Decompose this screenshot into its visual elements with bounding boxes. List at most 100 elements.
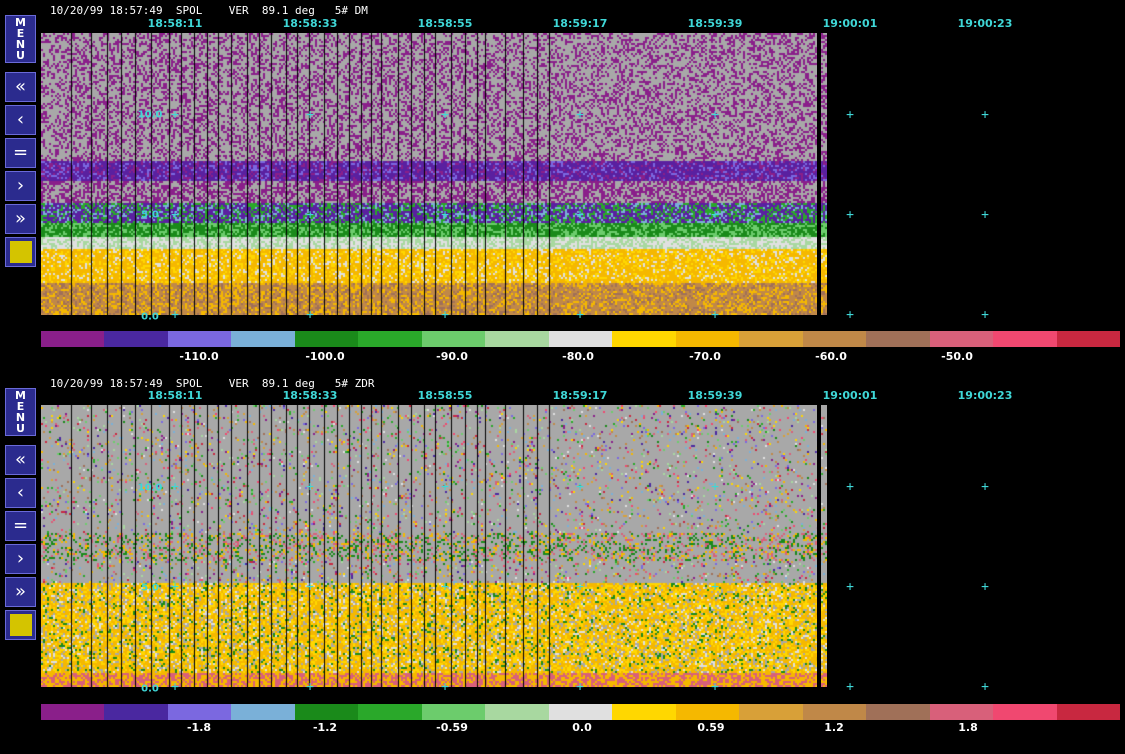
color-scale-cell <box>675 331 740 347</box>
time-label: 18:58:33 <box>282 389 338 402</box>
color-scale-cell <box>612 331 676 347</box>
color-scale-cell <box>739 704 803 720</box>
pause-button[interactable]: = <box>5 511 36 541</box>
color-scale-cell <box>167 704 232 720</box>
grid-cross-marker: + <box>171 479 179 495</box>
color-scale-cell <box>866 704 930 720</box>
grid-cross-marker: + <box>711 479 719 495</box>
color-scale-cell <box>675 704 740 720</box>
menu-letter: U <box>16 49 25 62</box>
color-scale-cell <box>358 704 422 720</box>
radar-plot[interactable] <box>41 33 827 315</box>
double-chevron-left-icon: « <box>14 76 26 97</box>
yellow-square-icon <box>9 241 32 263</box>
double-chevron-right-icon: » <box>14 581 26 602</box>
color-swatch-button[interactable] <box>5 610 36 640</box>
grid-cross-marker: + <box>711 207 719 223</box>
step-back-button[interactable]: ‹ <box>5 478 36 508</box>
radar-plot[interactable] <box>41 405 827 687</box>
color-scale-cell <box>167 331 232 347</box>
altitude-label: 5.0 <box>141 582 159 594</box>
grid-cross-marker: + <box>711 307 719 323</box>
grid-cross-marker: + <box>171 107 179 123</box>
grid-cross-marker: + <box>306 307 314 323</box>
grid-cross-marker: + <box>576 207 584 223</box>
scale-label: -90.0 <box>436 350 468 363</box>
color-scale-cell <box>358 331 422 347</box>
scale-label: 0.0 <box>572 721 592 734</box>
rewind-fast-button[interactable]: « <box>5 72 36 102</box>
grid-cross-marker: + <box>441 579 449 595</box>
pause-icon: = <box>12 142 29 163</box>
grid-cross-marker: + <box>171 307 179 323</box>
time-cursor[interactable] <box>817 33 821 315</box>
panel-header: 10/20/99 18:57:49 SPOL VER 89.1 deg 5# D… <box>50 4 368 17</box>
color-scale-cell <box>1056 331 1120 347</box>
grid-cross-marker: + <box>981 479 989 495</box>
forward-fast-button[interactable]: » <box>5 577 36 607</box>
grid-cross-marker: + <box>576 579 584 595</box>
time-label: 18:58:33 <box>282 17 338 30</box>
scale-label: -0.59 <box>436 721 468 734</box>
color-scale-cell <box>993 704 1057 720</box>
rewind-fast-button[interactable]: « <box>5 445 36 475</box>
time-cursor[interactable] <box>817 405 821 687</box>
grid-cross-marker: + <box>981 107 989 123</box>
color-scale-cell <box>739 331 803 347</box>
scale-label: -1.2 <box>312 721 338 734</box>
menu-letter: M <box>15 389 26 402</box>
forward-fast-button[interactable]: » <box>5 204 36 234</box>
scale-label: -100.0 <box>305 350 345 363</box>
altitude-label: 0.0 <box>141 311 159 323</box>
step-forward-button[interactable]: › <box>5 171 36 201</box>
pause-button[interactable]: = <box>5 138 36 168</box>
dm-panel: M E N U « ‹ = › » 10/20/99 18:57:49 SPOL… <box>5 4 1120 363</box>
grid-cross-marker: + <box>441 307 449 323</box>
grid-cross-marker: + <box>306 579 314 595</box>
grid-cross-marker: + <box>846 307 854 323</box>
time-label: 18:58:11 <box>147 17 203 30</box>
menu-button[interactable]: M E N U <box>5 388 36 436</box>
time-label: 19:00:23 <box>957 389 1013 402</box>
time-label: 18:59:17 <box>552 389 608 402</box>
grid-cross-marker: + <box>576 479 584 495</box>
color-swatch-button[interactable] <box>5 237 36 267</box>
scale-label: -110.0 <box>179 350 219 363</box>
grid-cross-marker: + <box>846 579 854 595</box>
menu-letter: E <box>16 400 25 413</box>
time-label: 18:58:55 <box>417 389 473 402</box>
chevron-right-icon: › <box>16 548 25 569</box>
grid-cross-marker: + <box>576 107 584 123</box>
grid-cross-marker: + <box>306 679 314 695</box>
step-forward-button[interactable]: › <box>5 544 36 574</box>
color-scale-bar <box>41 331 1120 347</box>
grid-cross-marker: + <box>846 207 854 223</box>
color-scale-cell <box>1056 704 1120 720</box>
time-label: 19:00:01 <box>822 389 878 402</box>
panel-header: 10/20/99 18:57:49 SPOL VER 89.1 deg 5# Z… <box>50 377 375 390</box>
grid-cross-marker: + <box>711 679 719 695</box>
color-scale-cell <box>421 331 486 347</box>
color-scale-cell <box>231 331 295 347</box>
color-scale-cell <box>802 704 867 720</box>
color-scale-cell <box>421 704 486 720</box>
scale-label: -60.0 <box>815 350 847 363</box>
scale-label: -1.8 <box>186 721 212 734</box>
menu-letter: N <box>15 38 26 51</box>
color-scale-cell <box>485 704 549 720</box>
grid-cross-marker: + <box>711 107 719 123</box>
color-scale-cell <box>548 331 613 347</box>
time-label: 18:59:39 <box>687 389 743 402</box>
zdr-panel: M E N U « ‹ = › » 10/20/99 18:57:49 SPOL… <box>0 373 1125 750</box>
chevron-left-icon: ‹ <box>16 109 25 130</box>
grid-cross-marker: + <box>576 307 584 323</box>
color-scale-cell <box>612 704 676 720</box>
time-label: 18:59:39 <box>687 17 743 30</box>
step-back-button[interactable]: ‹ <box>5 105 36 135</box>
pause-icon: = <box>12 515 29 536</box>
scale-label: -70.0 <box>689 350 721 363</box>
menu-button[interactable]: M E N U <box>5 15 36 63</box>
grid-cross-marker: + <box>711 579 719 595</box>
time-label: 18:58:11 <box>147 389 203 402</box>
scale-label: 1.8 <box>958 721 978 734</box>
